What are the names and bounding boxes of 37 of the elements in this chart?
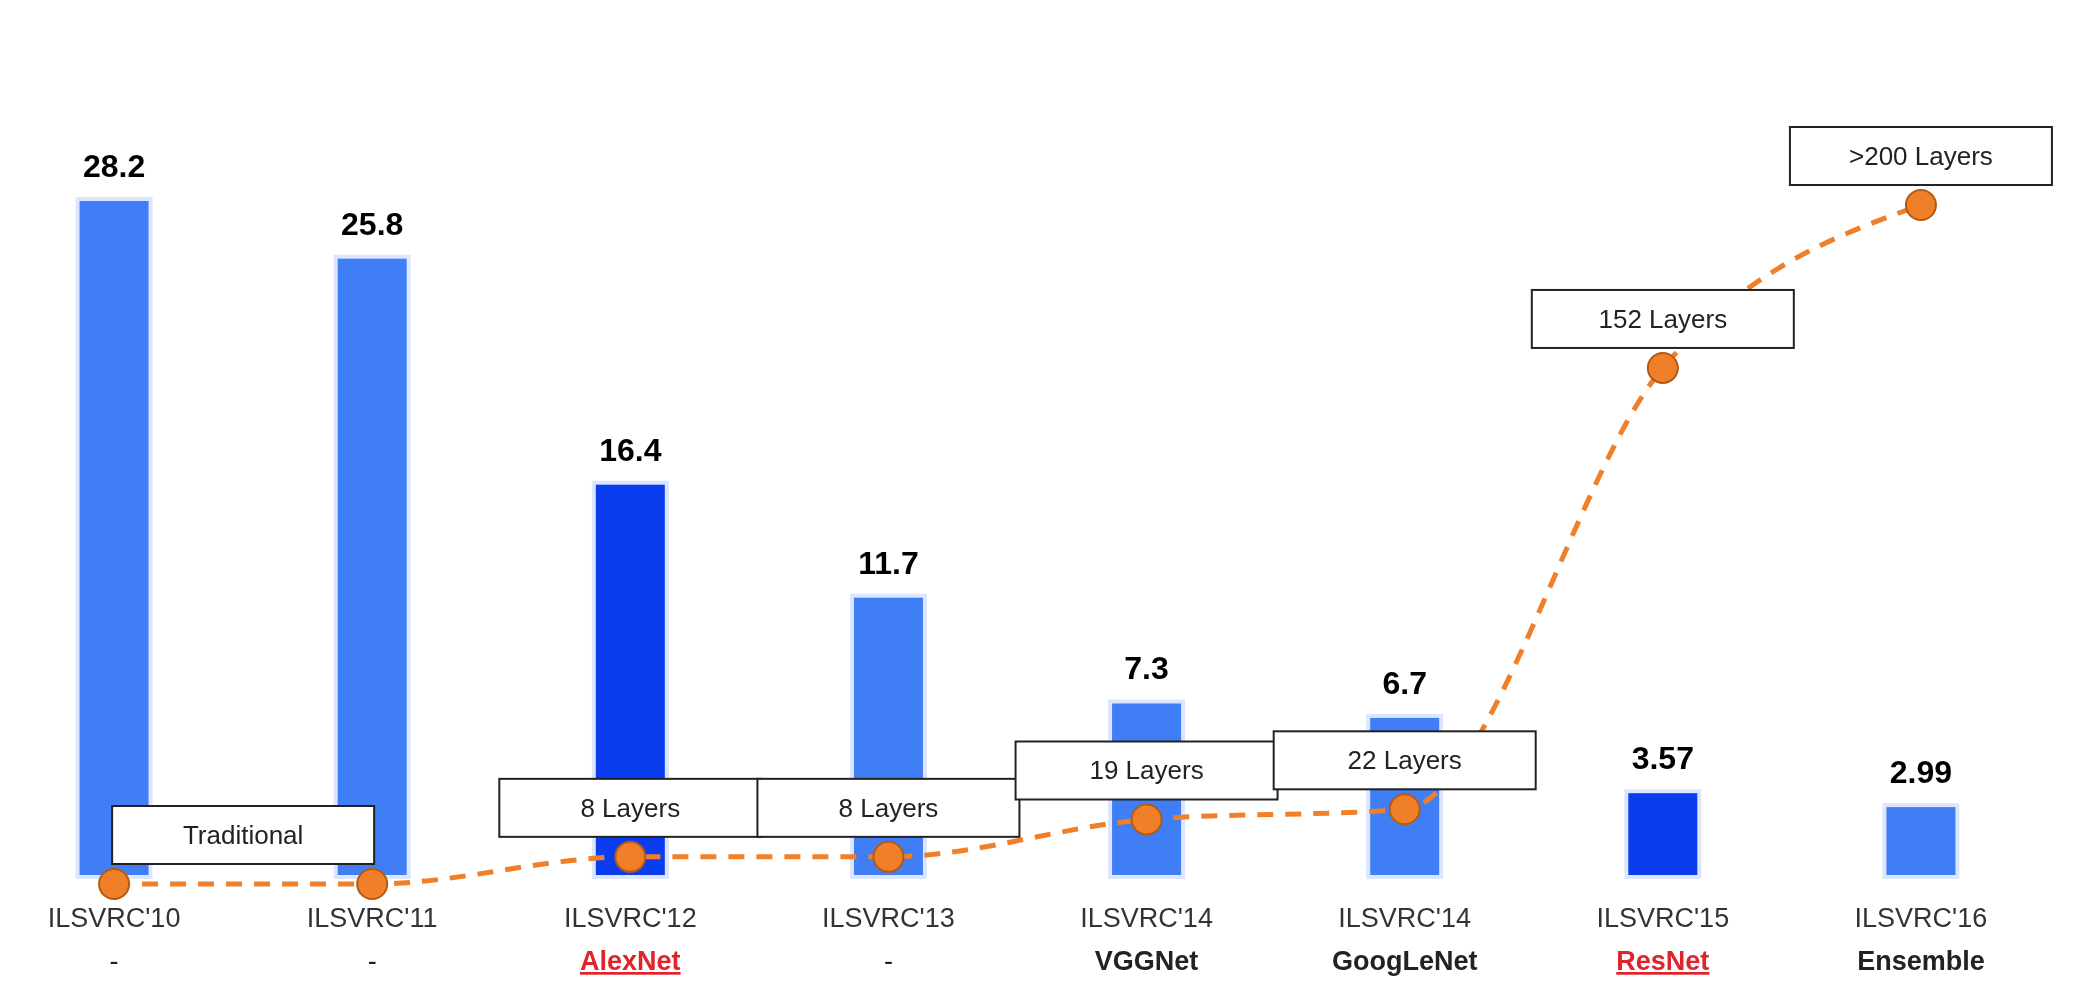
data-label: 25.8: [341, 205, 404, 242]
data-label: 28.2: [82, 148, 146, 184]
x-tick-label: ILSVRC'10 -: [47, 903, 181, 976]
data-label: 19 Layers: [1089, 755, 1204, 786]
point: [1388, 793, 1421, 826]
data-label: 8 Layers: [838, 792, 939, 823]
data-label: 16.4: [599, 431, 662, 468]
x-tick-label: ILSVRC'16 Ensemble: [1854, 903, 1988, 976]
x-tick-label: ILSVRC'15 ResNet: [1596, 903, 1730, 976]
data-label: 3.57: [1631, 740, 1694, 777]
data-label: 7.3: [1124, 650, 1169, 687]
callout-box: 19 Layers: [1014, 740, 1279, 801]
data-label: 2.99: [1889, 754, 1953, 791]
callout-box: >200 Layers: [1788, 126, 2053, 186]
point: [98, 868, 131, 900]
callout-box: Traditional: [111, 805, 376, 865]
x-tick-label: ILSVRC'12 AlexNet: [563, 903, 697, 976]
point: [1646, 351, 1679, 384]
x-tick-label: ILSVRC'14 GoogLeNet: [1331, 903, 1478, 976]
callout-box: 152 Layers: [1530, 288, 1795, 349]
point: [1904, 189, 1937, 221]
point: [356, 868, 389, 900]
x-tick-label: ILSVRC'13 -: [822, 903, 955, 976]
point: [872, 840, 905, 873]
data-label: 11.7: [858, 544, 919, 581]
data-label: 22 Layers: [1347, 745, 1462, 776]
x-tick-label: ILSVRC'14 VGGNet: [1080, 903, 1213, 976]
annotation: Traditional: [182, 820, 304, 850]
callout-box: 22 Layers: [1272, 730, 1537, 791]
data-label: 152 Layers: [1598, 303, 1728, 334]
data-label: 8 Layers: [580, 792, 681, 823]
callout-box: 8 Layers: [756, 777, 1021, 838]
point: [1130, 803, 1163, 836]
point: [614, 840, 647, 873]
x-tick-label: ILSVRC'11 -: [306, 903, 438, 976]
data-label: >200 Layers: [1849, 141, 1993, 171]
data-label: 6.7: [1382, 664, 1427, 701]
